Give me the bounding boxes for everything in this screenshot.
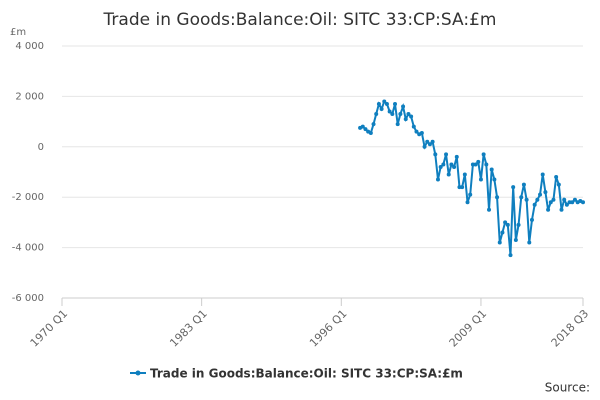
data-point	[505, 222, 510, 227]
data-point	[430, 139, 435, 144]
data-point	[462, 172, 467, 177]
data-point	[581, 200, 585, 205]
data-point	[489, 167, 494, 172]
data-point	[476, 159, 481, 164]
data-point	[513, 238, 518, 243]
data-point	[419, 130, 424, 135]
data-line	[359, 99, 584, 256]
data-point	[393, 101, 398, 106]
data-point	[444, 152, 449, 157]
data-point	[554, 175, 559, 180]
x-tick-label: 2009 Q1	[447, 307, 490, 350]
data-point	[406, 112, 411, 117]
data-point	[564, 202, 569, 207]
data-point	[527, 240, 532, 245]
data-point	[395, 122, 400, 127]
data-point	[387, 109, 392, 114]
data-point	[427, 142, 432, 147]
data-point	[409, 114, 414, 119]
data-point	[481, 152, 486, 157]
data-point	[441, 162, 446, 167]
data-point	[473, 162, 478, 167]
y-tick-label: 2 000	[15, 91, 44, 102]
data-point	[438, 164, 443, 169]
data-point	[433, 152, 438, 157]
data-point	[414, 129, 419, 134]
data-point	[519, 195, 524, 200]
data-point	[382, 99, 387, 104]
data-point	[460, 185, 465, 190]
data-point	[435, 177, 440, 182]
data-point	[379, 107, 384, 111]
data-point	[508, 253, 513, 258]
x-tick-label: 1970 Q1	[28, 307, 71, 350]
y-tick-label: -4 000	[12, 243, 44, 254]
data-point	[487, 207, 492, 212]
data-point	[556, 182, 561, 187]
legend-marker	[135, 370, 141, 376]
data-point	[562, 197, 567, 202]
data-point	[540, 172, 545, 177]
data-point	[535, 197, 540, 202]
data-point	[495, 195, 500, 200]
data-point	[538, 192, 543, 197]
data-point	[546, 207, 551, 212]
data-point	[492, 177, 497, 182]
data-point	[570, 200, 575, 205]
x-tick-label: 1996 Q1	[307, 307, 350, 350]
data-point	[449, 162, 454, 167]
data-point	[484, 162, 489, 167]
data-point	[478, 177, 483, 182]
data-point	[497, 240, 502, 245]
data-point	[521, 182, 526, 187]
x-tick-label: 2018 Q3	[549, 307, 592, 350]
y-tick-label: -2 000	[12, 192, 44, 203]
data-point	[390, 112, 395, 117]
y-unit: £m	[10, 27, 26, 38]
data-point	[401, 104, 406, 109]
y-tick-label: 0	[38, 142, 44, 153]
y-tick-label: 4 000	[15, 41, 44, 52]
data-point	[543, 190, 548, 195]
legend-label: Trade in Goods:Balance:Oil: SITC 33:CP:S…	[150, 367, 463, 381]
data-point	[411, 124, 416, 129]
data-point	[529, 217, 534, 222]
chart-title: Trade in Goods:Balance:Oil: SITC 33:CP:S…	[103, 10, 497, 30]
data-point	[422, 144, 427, 149]
data-point	[403, 117, 408, 122]
data-point	[398, 112, 403, 117]
data-point	[511, 185, 516, 190]
source: Source:	[545, 381, 590, 395]
data-point	[465, 200, 470, 205]
data-point	[503, 220, 508, 225]
data-point	[548, 200, 553, 205]
data-point	[532, 202, 537, 207]
data-point	[516, 222, 521, 227]
data-point	[371, 122, 376, 127]
data-point	[360, 124, 365, 129]
data-point	[425, 139, 430, 144]
data-point	[454, 154, 459, 159]
data-point	[452, 164, 457, 169]
y-tick-label: -6 000	[12, 293, 44, 304]
data-point	[572, 197, 577, 202]
data-point	[524, 197, 529, 202]
data-point	[363, 127, 368, 132]
data-point	[468, 192, 473, 197]
data-point	[374, 112, 379, 117]
data-point	[376, 101, 381, 106]
data-point	[384, 101, 389, 106]
data-point	[551, 197, 556, 202]
data-point	[500, 230, 505, 235]
x-tick-label: 1983 Q1	[167, 307, 210, 350]
data-point	[368, 130, 373, 135]
data-point	[559, 207, 564, 212]
data-point	[446, 172, 451, 177]
